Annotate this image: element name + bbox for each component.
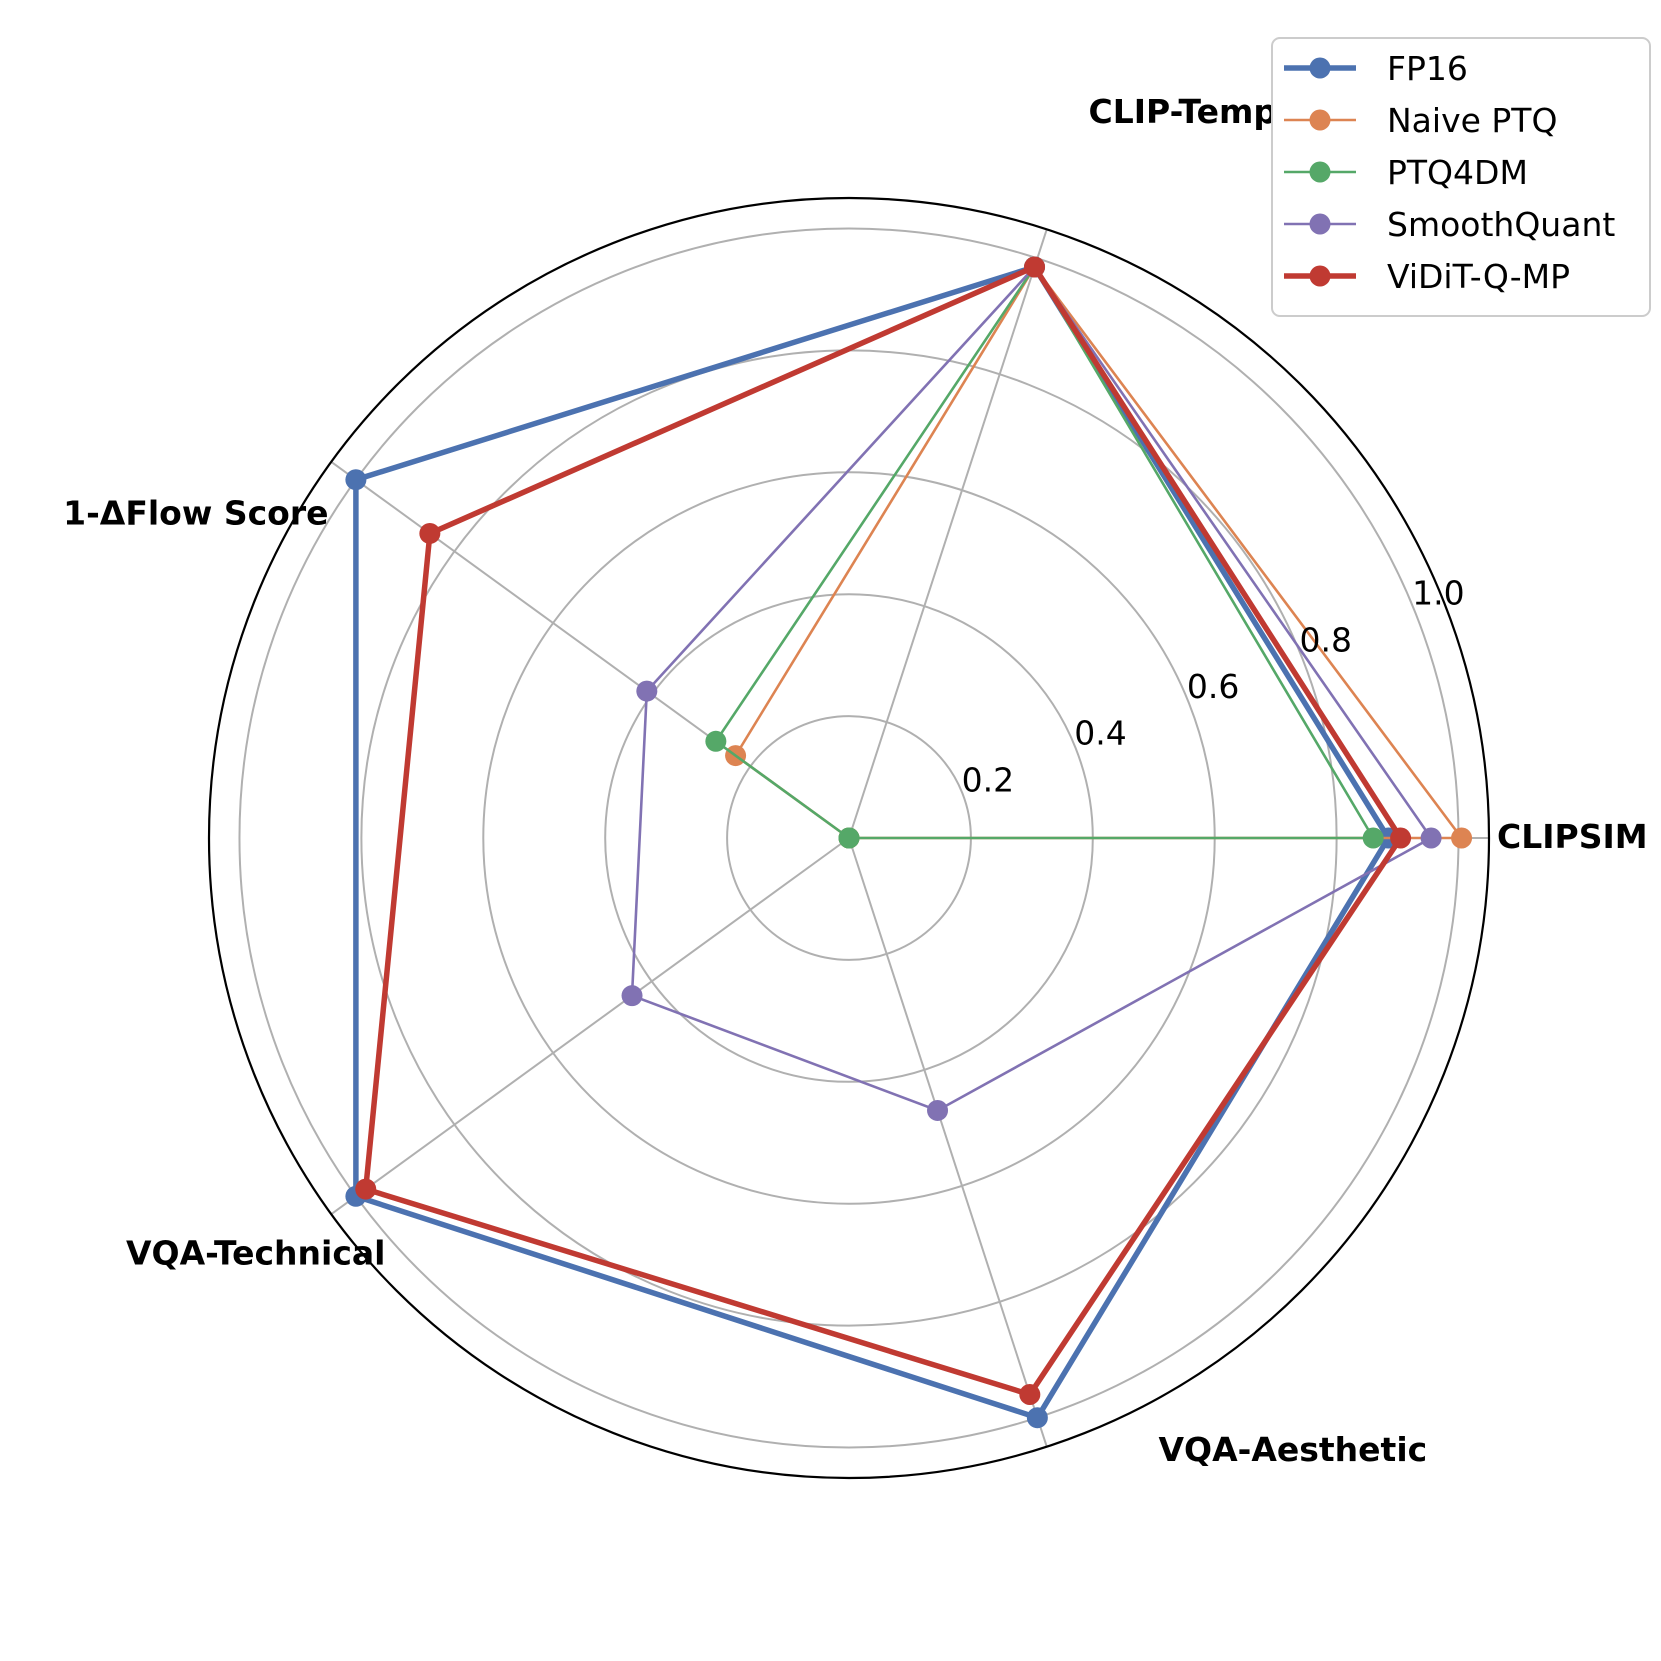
legend: FP16 Naive PTQ PTQ4DM SmoothQuant ViDiT-Q-MP — [1271, 37, 1651, 317]
data-point — [1362, 827, 1384, 849]
series-vidit-q-mp — [355, 256, 1412, 1406]
axis-label: CLIP-Temp — [1089, 92, 1278, 131]
axis-spoke — [848, 229, 1048, 839]
radial-tick-label: 1.0 — [1412, 574, 1464, 613]
legend-label: SmoothQuant — [1387, 205, 1615, 244]
outer-frame — [207, 196, 1491, 1480]
label-layer: 0.2 0.4 0.6 0.8 1.0 CLIPSIM CLIP-Temp 1-ΔFlow S… — [63, 92, 1647, 1469]
axis-label: VQA-Aesthetic — [1159, 1430, 1428, 1469]
legend-entry: FP16 — [1284, 49, 1468, 88]
data-point — [838, 827, 860, 849]
axis-label: VQA-Technical — [126, 1234, 386, 1273]
data-point — [636, 680, 658, 702]
legend-marker — [1309, 213, 1331, 235]
axis-spoke — [330, 837, 850, 1215]
radial-tick-label: 0.2 — [962, 760, 1014, 799]
legend-marker — [1309, 265, 1331, 287]
data-point — [1026, 1407, 1048, 1429]
data-point — [1420, 827, 1442, 849]
legend-label: ViDiT-Q-MP — [1387, 257, 1570, 296]
axis-label: 1-ΔFlow Score — [63, 493, 328, 532]
legend-entry: Naive PTQ — [1284, 101, 1557, 140]
legend-box — [1271, 37, 1651, 317]
legend-marker — [1309, 109, 1331, 131]
radial-tick-label: 0.4 — [1074, 714, 1126, 753]
legend-entry: SmoothQuant — [1284, 205, 1615, 244]
legend-marker — [1309, 161, 1331, 183]
data-point — [1019, 1384, 1041, 1406]
data-point — [419, 522, 441, 544]
series-line — [362, 263, 1404, 1398]
series-layer — [345, 256, 1473, 1429]
legend-entry: PTQ4DM — [1284, 153, 1528, 192]
legend-label: FP16 — [1387, 49, 1468, 88]
data-point — [345, 469, 367, 491]
data-point — [621, 985, 643, 1007]
series-line — [353, 263, 1392, 1421]
legend-marker — [1309, 57, 1331, 79]
data-point — [355, 1178, 377, 1200]
series-line — [630, 264, 1433, 1112]
data-point — [1024, 256, 1046, 278]
series-line — [714, 264, 1376, 840]
series-naive-ptq — [725, 256, 1473, 849]
data-point — [1451, 827, 1473, 849]
series-fp16 — [345, 256, 1399, 1429]
axis-label: CLIPSIM — [1497, 817, 1648, 856]
radial-tick-label: 0.8 — [1300, 620, 1352, 659]
data-point — [705, 730, 727, 752]
legend-label: Naive PTQ — [1387, 101, 1557, 140]
axis-spoke — [848, 837, 1048, 1447]
series-ptq4dm — [705, 256, 1384, 849]
data-point — [927, 1099, 949, 1121]
legend-entry: ViDiT-Q-MP — [1284, 257, 1570, 296]
data-point — [1390, 827, 1412, 849]
legend-label: PTQ4DM — [1387, 153, 1528, 192]
radial-tick-label: 0.6 — [1187, 667, 1239, 706]
